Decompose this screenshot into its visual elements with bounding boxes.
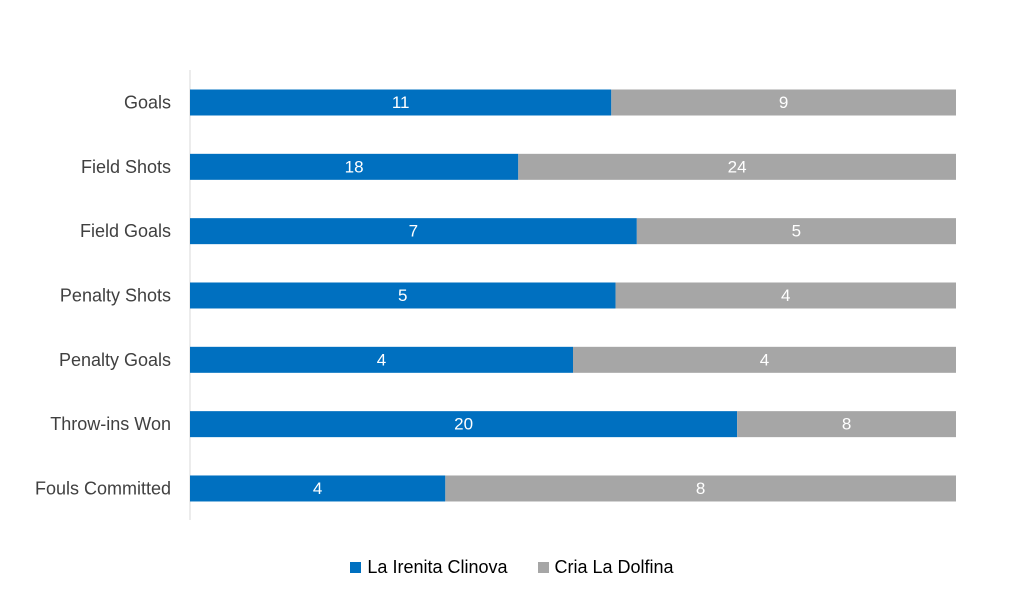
data-label-series-2-throw-ins-won: 8 xyxy=(842,415,851,434)
bar-series-1-fouls-committed xyxy=(190,475,446,502)
category-label-field-shots: Field Shots xyxy=(81,157,171,177)
data-label-series-1-goals: 11 xyxy=(392,93,410,112)
legend-label-series-2: Cria La Dolfina xyxy=(554,556,674,577)
bar-series-1-field-goals xyxy=(190,218,637,245)
data-label-series-2-field-shots: 24 xyxy=(728,157,747,176)
data-label-series-2-field-goals: 5 xyxy=(792,222,801,241)
bars-group xyxy=(190,89,956,502)
bar-series-2-fouls-committed xyxy=(445,475,956,502)
category-label-goals: Goals xyxy=(124,93,171,113)
bar-series-1-goals xyxy=(190,89,612,116)
data-label-series-1-throw-ins-won: 20 xyxy=(454,415,473,434)
bar-series-1-throw-ins-won xyxy=(190,411,738,438)
bar-series-2-goals xyxy=(611,89,956,116)
data-label-series-1-penalty-goals: 4 xyxy=(377,350,386,369)
bar-series-2-penalty-shots xyxy=(615,282,956,309)
category-labels-group: Goals Field Shots Field Goals Penalty Shots… xyxy=(35,93,171,499)
data-label-series-2-goals: 9 xyxy=(779,93,788,112)
category-label-field-goals: Field Goals xyxy=(80,221,171,241)
bar-series-2-field-shots xyxy=(518,153,956,180)
bar-series-2-throw-ins-won xyxy=(737,411,956,438)
data-label-series-1-field-goals: 7 xyxy=(409,222,418,241)
bar-series-1-penalty-shots xyxy=(190,282,616,309)
data-label-series-2-penalty-shots: 4 xyxy=(781,286,790,305)
bar-series-1-field-shots xyxy=(190,153,519,180)
bar-series-2-field-goals xyxy=(636,218,956,245)
data-label-series-2-fouls-committed: 8 xyxy=(696,479,705,498)
legend: La Irenita Clinova Cria La Dolfina xyxy=(0,552,1024,582)
category-label-throw-ins-won: Throw-ins Won xyxy=(50,414,171,434)
data-label-series-2-penalty-goals: 4 xyxy=(760,350,769,369)
category-label-penalty-shots: Penalty Shots xyxy=(60,285,171,305)
data-label-series-1-fouls-committed: 4 xyxy=(313,479,322,498)
legend-label-series-1: La Irenita Clinova xyxy=(367,556,508,577)
legend-swatch-series-1 xyxy=(350,561,362,573)
data-label-series-1-field-shots: 18 xyxy=(345,157,364,176)
value-labels-group: 11 9 18 24 7 5 5 4 4 4 20 8 4 8 xyxy=(313,93,851,498)
category-label-penalty-goals: Penalty Goals xyxy=(59,350,171,370)
bar-series-1-penalty-goals xyxy=(190,346,573,373)
category-label-fouls-committed: Fouls Committed xyxy=(35,478,171,498)
legend-item-series-1: La Irenita Clinova xyxy=(350,556,508,578)
legend-item-series-2: Cria La Dolfina xyxy=(537,556,674,578)
legend-swatch-series-2 xyxy=(537,561,549,573)
data-label-series-1-penalty-shots: 5 xyxy=(398,286,407,305)
bar-series-2-penalty-goals xyxy=(573,346,956,373)
